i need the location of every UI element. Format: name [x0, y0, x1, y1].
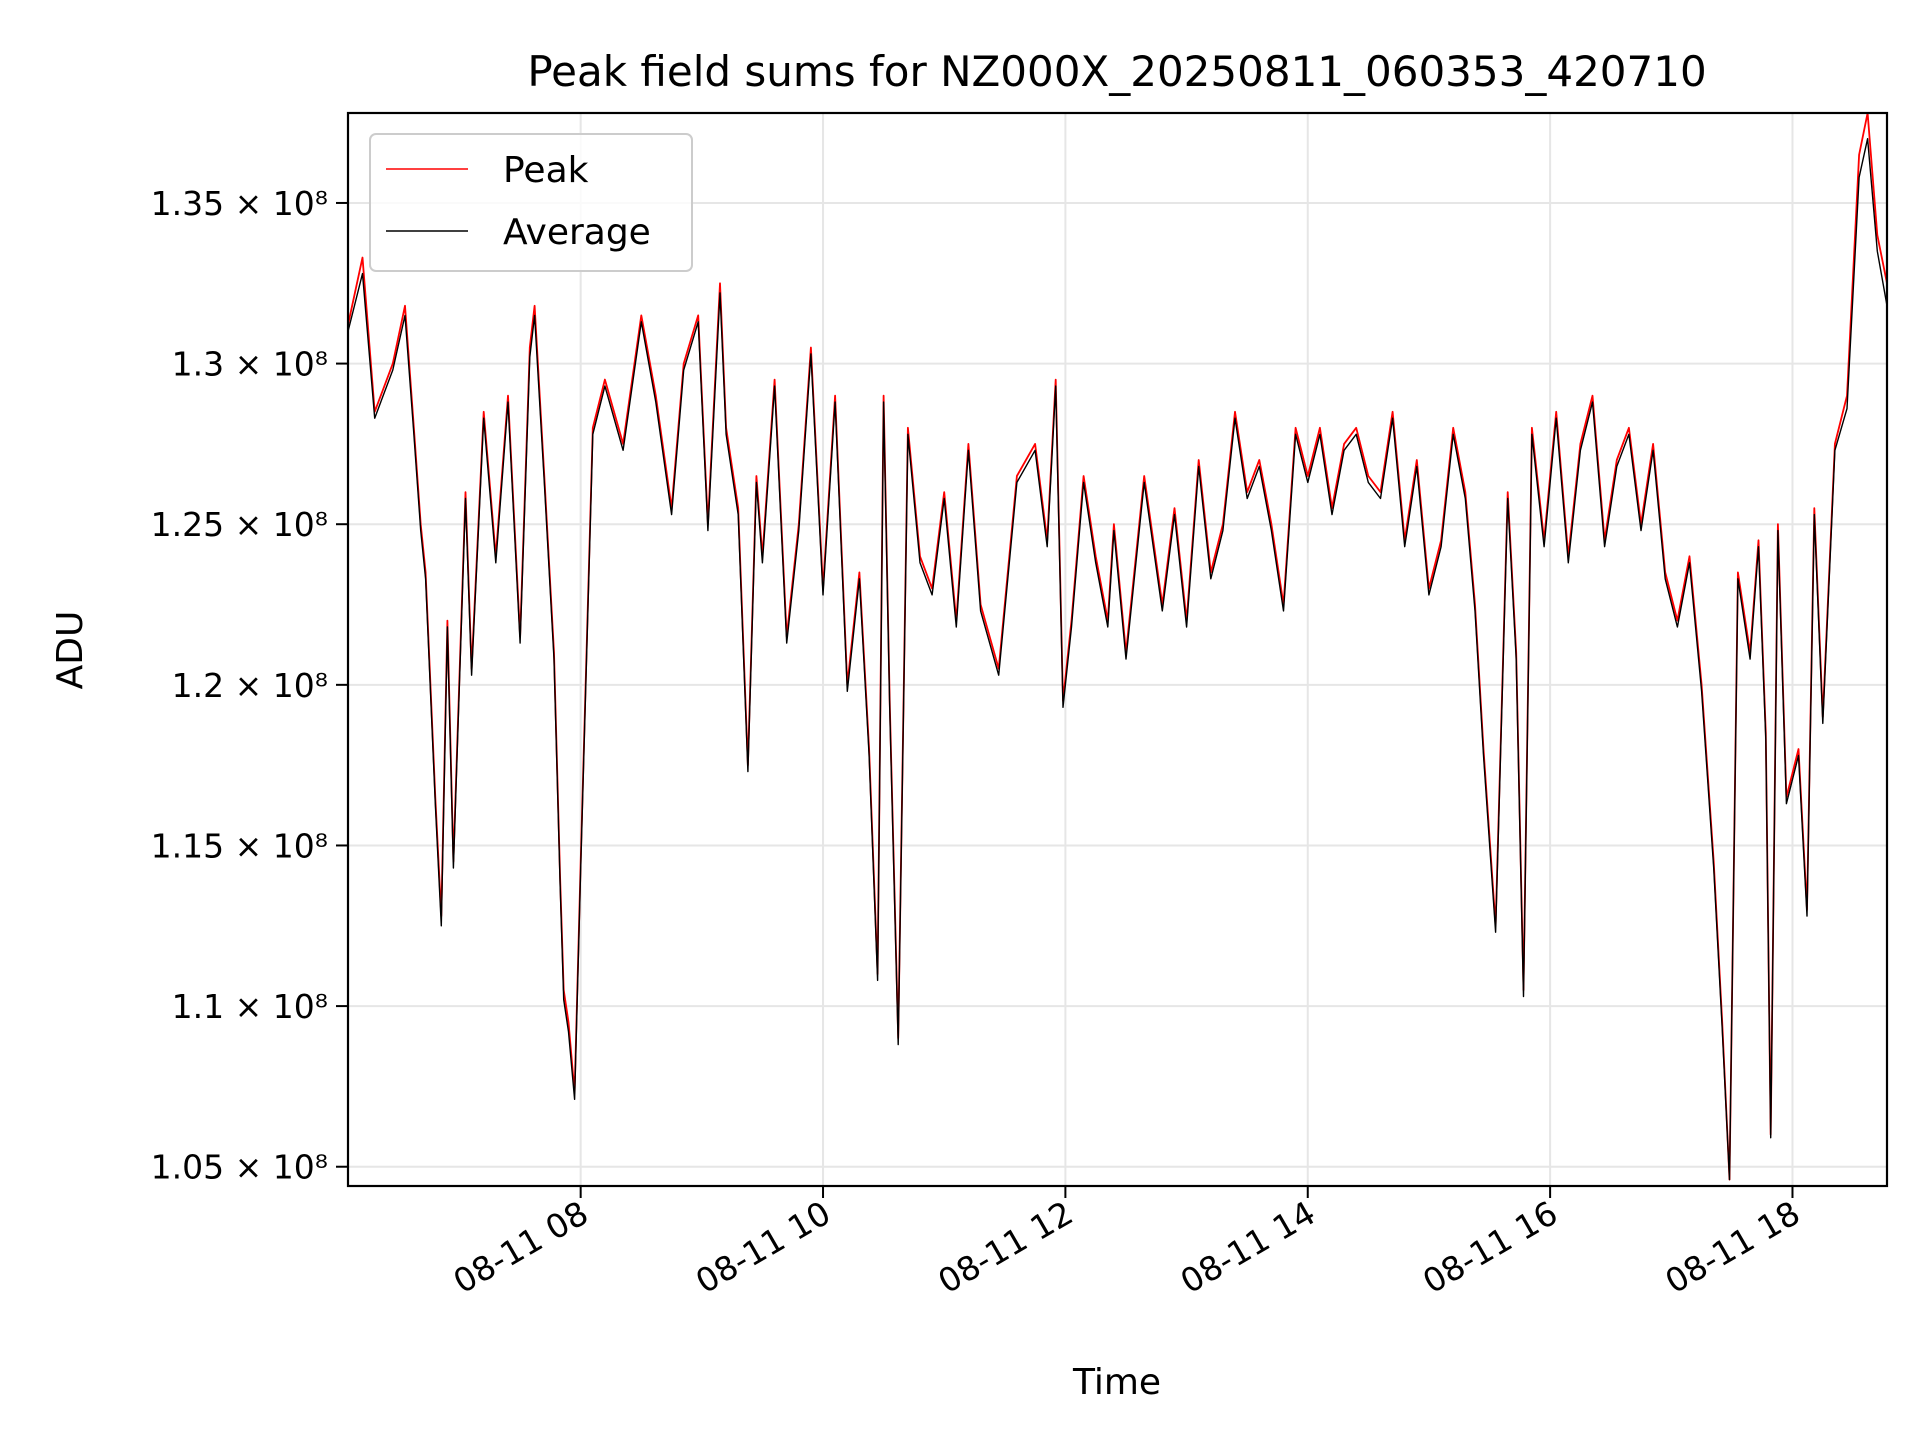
legend: Peak Average	[369, 133, 693, 272]
y-tick-label: 1.3 × 10⁸	[172, 345, 328, 384]
chart-title: Peak field sums for NZ000X_20250811_0603…	[527, 47, 1706, 96]
series-line-average	[347, 137, 1888, 1181]
y-tick-label: 1.35 × 10⁸	[151, 184, 328, 223]
plot-frame	[346, 111, 1889, 1188]
legend-peak-label: Peak	[503, 150, 589, 191]
y-tick-label: 1.15 × 10⁸	[151, 826, 328, 865]
y-tick-label: 1.2 × 10⁸	[172, 666, 328, 705]
legend-average-label: Average	[503, 212, 651, 253]
series-layer	[347, 112, 1888, 1181]
y-axis-title: ADU	[50, 611, 91, 690]
y-tick-label: 1.25 × 10⁸	[151, 505, 328, 544]
grid	[348, 113, 1887, 1186]
y-tick-label: 1.1 × 10⁸	[172, 987, 328, 1026]
y-tick-label: 1.05 × 10⁸	[151, 1148, 328, 1187]
x-axis-title: Time	[1072, 1362, 1161, 1403]
y-axis: 1.05 × 10⁸ 1.1 × 10⁸ 1.15 × 10⁸ 1.2 × 10⁸ 1.…	[151, 184, 348, 1187]
